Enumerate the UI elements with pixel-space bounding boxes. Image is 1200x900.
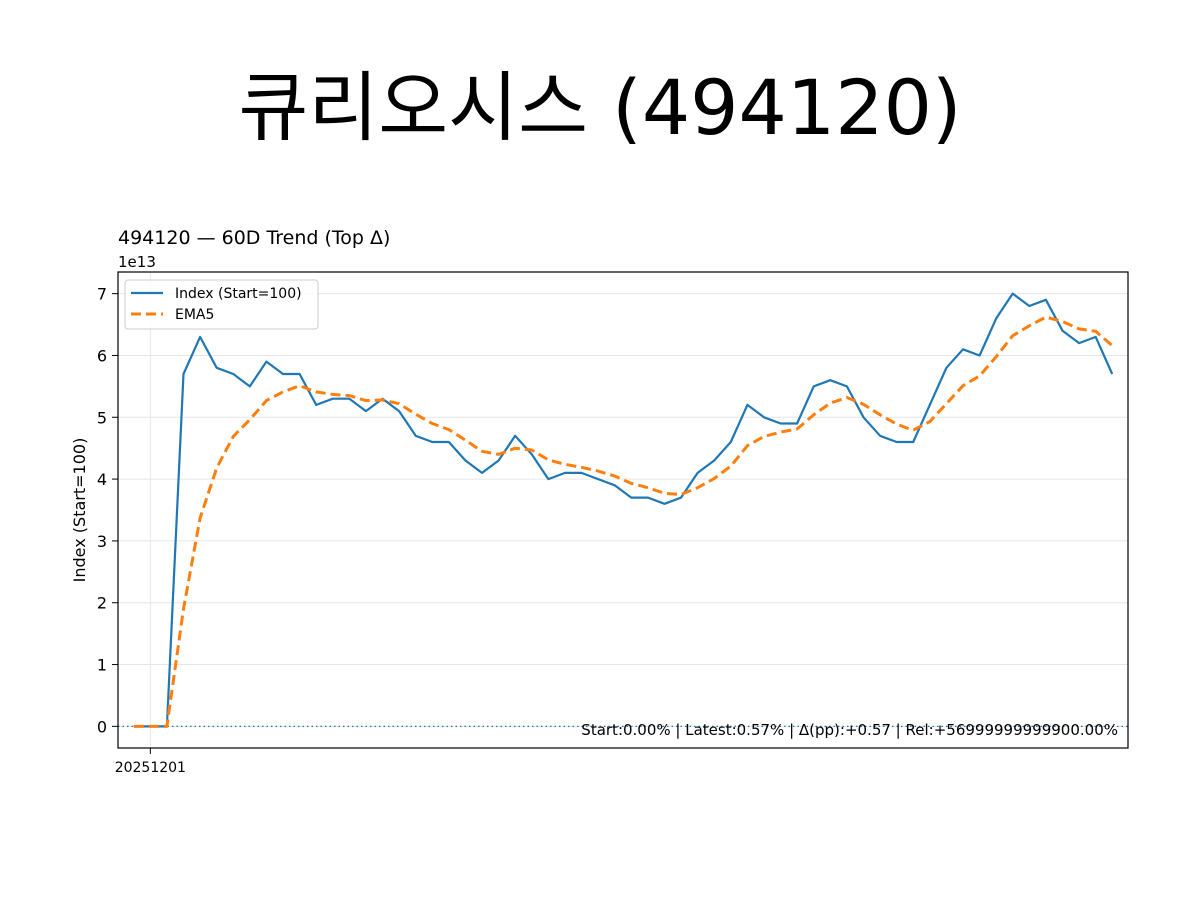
- y-axis-offset-label: 1e13: [118, 253, 156, 271]
- series-lines: [133, 292, 1114, 728]
- y-tick-label: 3: [97, 532, 107, 551]
- chart-title: 494120 — 60D Trend (Top Δ): [118, 227, 390, 249]
- stats-annotation: Start:0.00% | Latest:0.57% | Δ(pp):+0.57…: [581, 721, 1118, 739]
- legend-box: [124, 279, 319, 330]
- plot-frame: [117, 271, 1129, 749]
- legend-label: EMA5: [175, 307, 214, 323]
- x-tick-label: 20251201: [115, 760, 186, 776]
- y-axis-label: Index (Start=100): [70, 438, 89, 583]
- legend: Index (Start=100) EMA5: [124, 279, 319, 330]
- legend-label: Index (Start=100): [175, 286, 302, 302]
- y-tick-label: 1: [97, 656, 107, 675]
- y-tick-label: 4: [97, 470, 107, 489]
- page-title: 큐리오시스 (494120): [238, 63, 962, 152]
- y-tick-label: 7: [97, 285, 107, 304]
- y-tick-label: 2: [97, 594, 107, 613]
- series-line-ema5: [133, 315, 1114, 728]
- y-axis: 0 1 2 3 4 5 6 7: [97, 285, 118, 736]
- series-line-index: [133, 292, 1114, 728]
- y-tick-label: 6: [97, 346, 107, 365]
- y-tick-label: 5: [97, 408, 107, 427]
- y-tick-label: 0: [97, 717, 107, 736]
- x-axis: 20251201: [115, 748, 186, 776]
- grid-lines: [118, 272, 1128, 748]
